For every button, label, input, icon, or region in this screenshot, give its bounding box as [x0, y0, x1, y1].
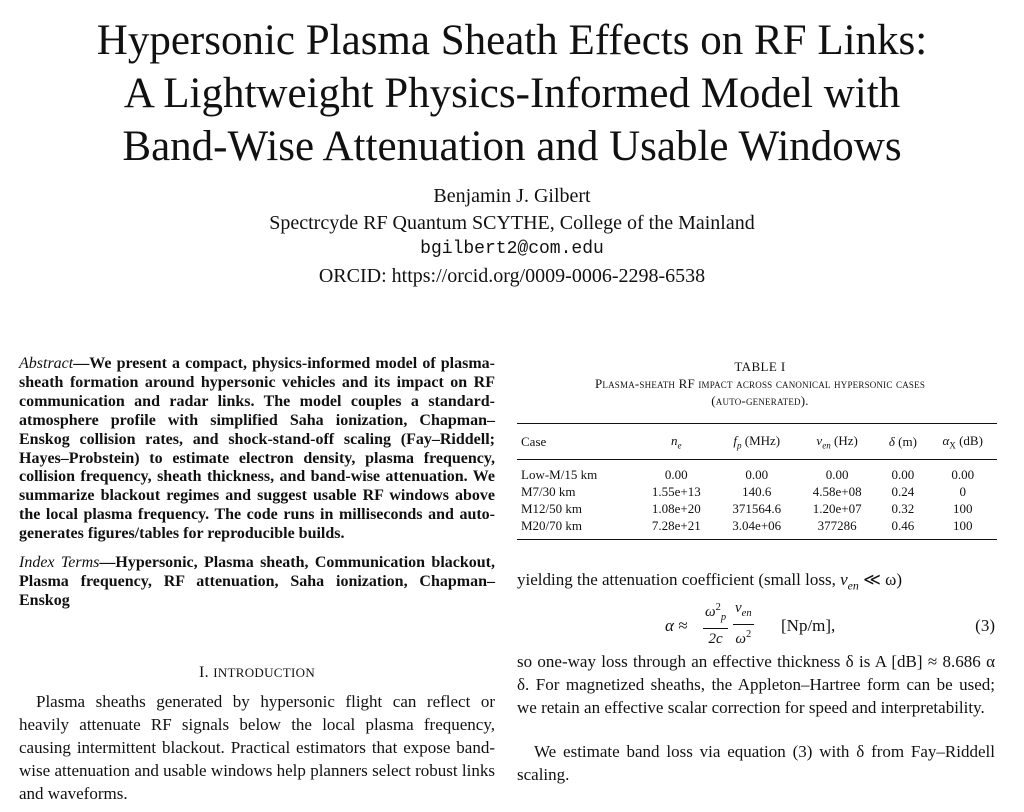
- table-cell: 377286: [796, 516, 878, 540]
- band-loss-paragraph: We estimate band loss via equation (3) w…: [517, 742, 995, 784]
- section-title: Introduction: [213, 665, 316, 680]
- abstract-text: —We present a compact, physics-informed …: [19, 355, 495, 543]
- index-terms-text: —Hypersonic, Plasma sheath, Communicatio…: [19, 554, 495, 609]
- left-column: Abstract—We present a compact, physics-i…: [19, 355, 495, 611]
- loss-paragraph: so one-way loss through an effective thi…: [517, 652, 995, 717]
- table-label: TABLE I: [734, 359, 786, 374]
- table-cell: M20/70 km: [517, 516, 637, 540]
- table-caption: TABLE I Plasma-sheath RF impact across c…: [517, 358, 1003, 409]
- title-line-1: Hypersonic Plasma Sheath Effects on RF L…: [96, 17, 928, 64]
- equation-number: (3): [975, 616, 995, 635]
- index-terms: Index Terms—Hypersonic, Plasma sheath, C…: [19, 554, 495, 611]
- header-nu-en: νen (Hz): [796, 423, 878, 460]
- table-cell: 0.32: [891, 500, 915, 516]
- title-line-3: Band-Wise Attenuation and Usable Windows: [122, 123, 902, 170]
- table-cell: M12/50 km: [521, 500, 583, 516]
- author-name: Benjamin J. Gilbert: [433, 185, 591, 207]
- table-cell: 0.46: [877, 516, 929, 540]
- section-numeral: I.: [198, 664, 214, 681]
- equation-unit: [Np/m],: [781, 616, 836, 635]
- header-fp: fp (MHz): [716, 423, 797, 460]
- equation-3: α ≈ ω2p 2c νen ω2 [Np/m], (3): [517, 598, 995, 649]
- equation-lhs: α ≈: [665, 616, 688, 635]
- table-cell: 371564.6: [732, 500, 782, 516]
- header-alpha: αX (dB): [928, 423, 997, 460]
- section-heading-introduction: I. Introduction: [19, 664, 495, 682]
- table-cell: 3.04e+06: [716, 516, 797, 540]
- table-cell: 7.28e+21: [636, 516, 717, 540]
- table-cell: Low-M/15 km: [521, 466, 598, 482]
- table-cell: 0.00: [951, 466, 975, 482]
- table-cell: 0.00: [745, 466, 769, 482]
- header-ne: ne: [636, 423, 717, 460]
- plasma-sheath-table: Case ne fp (MHz) νen (Hz) δ (m) αX (dB) …: [517, 423, 997, 540]
- author-orcid: ORCID: https://orcid.org/0009-0006-2298-…: [318, 264, 706, 287]
- introduction-paragraph: Plasma sheaths generated by hypersonic f…: [19, 692, 495, 803]
- author-block: Benjamin J. Gilbert Spectrcyde RF Quantu…: [0, 183, 1024, 289]
- table-header-row: Case ne fp (MHz) νen (Hz) δ (m) αX (dB): [517, 423, 997, 460]
- author-email: bgilbert2@com.edu: [420, 239, 604, 259]
- table-caption-line-2: (auto-generated).: [711, 393, 809, 408]
- table-row: M7/30 km 1.55e+13 140.6 4.58e+08 0.24 0: [517, 483, 997, 500]
- index-terms-lead: Index Terms: [19, 554, 100, 572]
- table-row: Low-M/15 km 0.00 0.00 0.00 0.00 0.00: [517, 459, 997, 483]
- table-cell: 0.24: [891, 483, 915, 499]
- table-cell: 0.00: [825, 466, 849, 482]
- table-cell: 1.08e+20: [651, 500, 701, 516]
- attenuation-intro-paragraph: yielding the attenuation coefficient (sm…: [517, 570, 903, 593]
- abstract-lead: Abstract: [19, 355, 74, 372]
- table-row: M20/70 km 7.28e+21 3.04e+06 377286 0.46 …: [517, 516, 997, 540]
- title-line-2: A Lightweight Physics-Informed Model wit…: [123, 70, 901, 117]
- abstract: Abstract—We present a compact, physics-i…: [19, 355, 495, 544]
- table-cell: 140.6: [742, 483, 772, 499]
- table-cell: 0: [959, 483, 966, 499]
- table-cell: 1.55e+13: [651, 483, 701, 499]
- table-caption-line-1: Plasma-sheath RF impact across canonical…: [594, 376, 926, 391]
- author-affiliation: Spectrcyde RF Quantum SCYTHE, College of…: [269, 211, 755, 234]
- equation-fraction-a: ω2p 2c: [703, 598, 729, 649]
- paper-title: Hypersonic Plasma Sheath Effects on RF L…: [0, 14, 1024, 173]
- table-cell: 1.20e+07: [812, 500, 862, 516]
- table-cell: M7/30 km: [521, 483, 576, 499]
- table-cell: 100: [952, 500, 973, 516]
- header-delta: δ (m): [877, 423, 929, 460]
- table-row: M12/50 km 1.08e+20 371564.6 1.20e+07 0.3…: [517, 500, 997, 517]
- equation-fraction-b: νen ω2: [733, 600, 754, 647]
- table-cell: 0.00: [664, 466, 688, 482]
- table-cell: 0.00: [891, 466, 915, 482]
- header-case: Case: [517, 423, 637, 460]
- table-cell: 4.58e+08: [812, 483, 862, 499]
- table-cell: 100: [928, 516, 997, 540]
